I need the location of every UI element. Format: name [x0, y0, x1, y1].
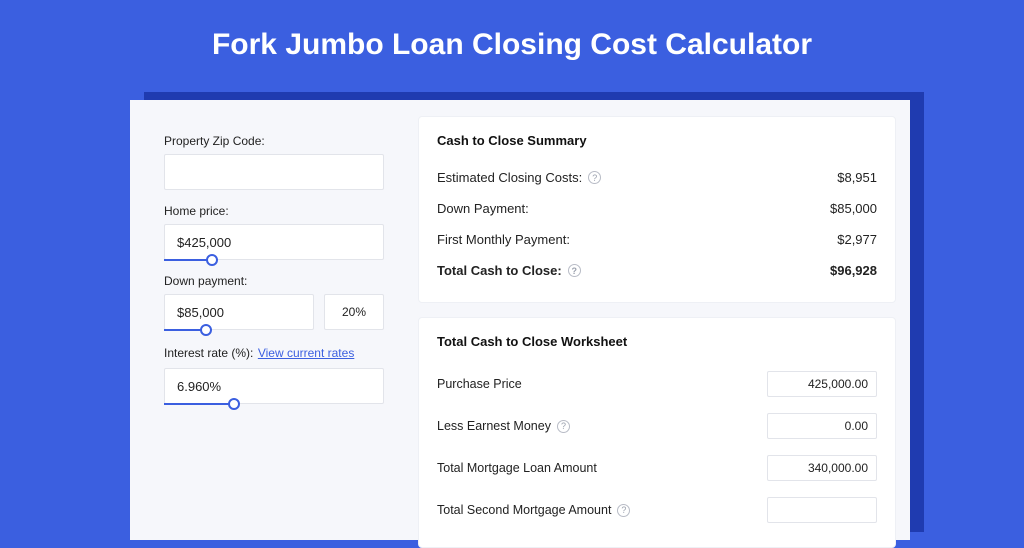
home-price-input[interactable] [164, 224, 384, 260]
home-price-label: Home price: [164, 204, 384, 218]
worksheet-row-label: Less Earnest Money [437, 419, 551, 433]
slider-thumb[interactable] [228, 398, 240, 410]
worksheet-row-input[interactable] [767, 371, 877, 397]
zip-field: Property Zip Code: [164, 134, 384, 190]
summary-row-value: $2,977 [837, 232, 877, 247]
summary-row-label: Down Payment: [437, 201, 529, 216]
interest-rate-slider[interactable] [164, 368, 384, 404]
summary-total-value: $96,928 [830, 263, 877, 278]
inputs-column: Property Zip Code: Home price: Down paym… [130, 100, 408, 540]
help-icon[interactable]: ? [588, 171, 601, 184]
interest-rate-field: Interest rate (%): View current rates [164, 344, 384, 404]
home-price-slider[interactable] [164, 224, 384, 260]
summary-total-row: Total Cash to Close: ? $96,928 [437, 255, 877, 286]
slider-thumb[interactable] [206, 254, 218, 266]
worksheet-row: Total Mortgage Loan Amount [437, 447, 877, 489]
page-title: Fork Jumbo Loan Closing Cost Calculator [0, 0, 1024, 84]
interest-rate-input[interactable] [164, 368, 384, 404]
summary-total-label: Total Cash to Close: [437, 263, 562, 278]
worksheet-row: Less Earnest Money? [437, 405, 877, 447]
slider-track [164, 259, 212, 261]
worksheet-rows: Purchase Price Less Earnest Money? Total M… [437, 363, 877, 531]
home-price-field: Home price: [164, 204, 384, 260]
calculator-card: Property Zip Code: Home price: Down paym… [130, 100, 910, 540]
worksheet-row: Total Second Mortgage Amount? [437, 489, 877, 531]
down-payment-label: Down payment: [164, 274, 384, 288]
summary-row: Down Payment: $85,000 [437, 193, 877, 224]
worksheet-row-label: Purchase Price [437, 377, 522, 391]
summary-row: Estimated Closing Costs:? $8,951 [437, 162, 877, 193]
down-payment-slider[interactable] [164, 294, 314, 330]
results-column: Cash to Close Summary Estimated Closing … [408, 100, 910, 540]
interest-rate-label: Interest rate (%): [164, 346, 253, 360]
worksheet-row-input[interactable] [767, 455, 877, 481]
summary-rows: Estimated Closing Costs:? $8,951 Down Paym… [437, 162, 877, 255]
slider-thumb[interactable] [200, 324, 212, 336]
worksheet-row-input[interactable] [767, 413, 877, 439]
down-payment-field: Down payment: 20% [164, 274, 384, 330]
summary-panel: Cash to Close Summary Estimated Closing … [418, 116, 896, 303]
summary-row: First Monthly Payment: $2,977 [437, 224, 877, 255]
worksheet-panel: Total Cash to Close Worksheet Purchase P… [418, 317, 896, 548]
worksheet-row-label: Total Mortgage Loan Amount [437, 461, 597, 475]
worksheet-row: Purchase Price [437, 363, 877, 405]
help-icon[interactable]: ? [557, 420, 570, 433]
summary-row-label: Estimated Closing Costs: [437, 170, 582, 185]
summary-title: Cash to Close Summary [437, 133, 877, 148]
zip-label: Property Zip Code: [164, 134, 384, 148]
view-rates-link[interactable]: View current rates [258, 346, 355, 360]
slider-track [164, 403, 234, 405]
down-payment-input[interactable] [164, 294, 314, 330]
summary-row-value: $85,000 [830, 201, 877, 216]
zip-input[interactable] [164, 154, 384, 190]
worksheet-title: Total Cash to Close Worksheet [437, 334, 877, 349]
worksheet-row-input[interactable] [767, 497, 877, 523]
summary-row-value: $8,951 [837, 170, 877, 185]
summary-row-label: First Monthly Payment: [437, 232, 570, 247]
down-payment-pct[interactable]: 20% [324, 294, 384, 330]
help-icon[interactable]: ? [617, 504, 630, 517]
help-icon[interactable]: ? [568, 264, 581, 277]
worksheet-row-label: Total Second Mortgage Amount [437, 503, 611, 517]
